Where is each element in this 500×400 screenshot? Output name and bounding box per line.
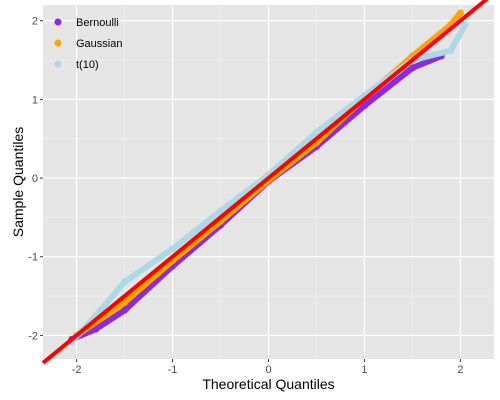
data-point bbox=[313, 128, 320, 136]
legend-item: t(10) bbox=[54, 59, 99, 71]
x-tick-label: 1 bbox=[361, 364, 367, 376]
data-point bbox=[217, 207, 224, 215]
x-tick-label: 2 bbox=[457, 364, 463, 376]
y-tick-label: -1 bbox=[28, 252, 38, 264]
legend-key bbox=[54, 60, 62, 68]
x-axis-ticks: -2 -1 0 1 2 bbox=[72, 359, 463, 376]
data-point bbox=[447, 47, 455, 55]
legend-label: Bernoulli bbox=[76, 17, 119, 29]
legend-label: Gaussian bbox=[76, 38, 122, 50]
y-tick-label: 1 bbox=[32, 94, 38, 106]
data-point bbox=[121, 306, 129, 314]
y-tick-label: 0 bbox=[32, 173, 38, 185]
x-tick-label: -1 bbox=[168, 364, 178, 376]
legend-item: Bernoulli bbox=[54, 17, 119, 29]
series-t-10- bbox=[68, 21, 469, 346]
legend-key bbox=[54, 39, 62, 47]
series-line bbox=[73, 9, 464, 339]
legend-item: Gaussian bbox=[54, 38, 122, 50]
data-point bbox=[408, 64, 416, 72]
data-point bbox=[92, 325, 100, 333]
legend: Bernoulli Gaussian t(10) bbox=[54, 17, 122, 71]
data-point bbox=[121, 278, 129, 286]
data-point bbox=[169, 245, 176, 253]
data-point bbox=[361, 102, 368, 110]
reference-line bbox=[41, 0, 489, 365]
y-tick-label: 2 bbox=[32, 16, 38, 28]
x-axis-title: Theoretical Quantiles bbox=[202, 376, 334, 392]
y-axis-title: Sample Quantiles bbox=[10, 127, 26, 238]
legend-label: t(10) bbox=[76, 59, 99, 71]
x-tick-label: 0 bbox=[265, 364, 271, 376]
y-axis-ticks: -2 -1 0 1 2 bbox=[28, 16, 43, 342]
legend-key bbox=[54, 18, 62, 26]
data-point bbox=[461, 21, 469, 29]
data-point bbox=[456, 9, 464, 17]
x-tick-label: -2 bbox=[72, 364, 82, 376]
data-point bbox=[121, 298, 129, 306]
y-tick-label: -2 bbox=[28, 330, 38, 342]
